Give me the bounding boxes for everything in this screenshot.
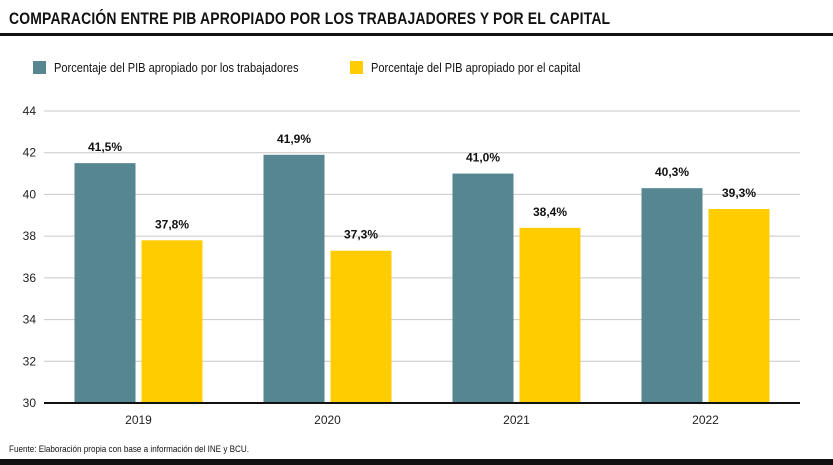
- x-tick-label: 2020: [314, 413, 341, 427]
- y-tick-label: 34: [23, 313, 37, 327]
- bar-2019-capital: [141, 240, 203, 403]
- data-label: 37,3%: [344, 228, 378, 242]
- y-tick-label: 44: [23, 104, 37, 118]
- data-label: 40,3%: [655, 165, 689, 179]
- data-label: 41,5%: [88, 140, 122, 154]
- legend-label-trabajadores: Porcentaje del PIB apropiado por los tra…: [54, 59, 299, 75]
- x-tick-label: 2022: [692, 413, 719, 427]
- bar-2020-trabajadores: [263, 154, 325, 403]
- y-tick-label: 40: [23, 187, 37, 201]
- y-tick-label: 36: [23, 271, 37, 285]
- legend: Porcentaje del PIB apropiado por los tra…: [0, 57, 833, 77]
- y-tick-label: 30: [23, 396, 37, 410]
- data-label: 38,4%: [533, 205, 567, 219]
- data-label: 37,8%: [155, 217, 189, 231]
- y-tick-label: 42: [23, 146, 37, 160]
- legend-swatch-trabajadores: [33, 60, 46, 74]
- data-label: 41,9%: [277, 132, 311, 146]
- x-tick-label: 2021: [503, 413, 530, 427]
- legend-label-capital: Porcentaje del PIB apropiado por el capi…: [371, 59, 581, 75]
- legend-item-capital: Porcentaje del PIB apropiado por el capi…: [350, 57, 617, 77]
- chart-title: COMPARACIÓN ENTRE PIB APROPIADO POR LOS …: [9, 9, 611, 28]
- bar-2020-capital: [330, 250, 392, 403]
- legend-swatch-capital: [350, 60, 363, 74]
- y-tick-label: 32: [23, 354, 37, 368]
- source-note: Fuente: Elaboración propia con base a in…: [9, 444, 249, 454]
- bar-2022-trabajadores: [641, 188, 703, 403]
- title-bar: COMPARACIÓN ENTRE PIB APROPIADO POR LOS …: [0, 0, 833, 36]
- y-tick-label: 38: [23, 229, 37, 243]
- x-tick-label: 2019: [125, 413, 152, 427]
- data-label: 41,0%: [466, 151, 500, 165]
- bar-chart: 30 32 34 36 38 40 42 44 41,5% 37,8% 2019 41,9% 37,3%…: [23, 104, 800, 427]
- bottom-rule: [0, 459, 833, 465]
- bar-2021-trabajadores: [452, 173, 514, 403]
- data-label: 39,3%: [722, 186, 756, 200]
- bar-2019-trabajadores: [74, 163, 136, 403]
- legend-item-trabajadores: Porcentaje del PIB apropiado por los tra…: [33, 57, 342, 77]
- bar-2022-capital: [708, 209, 770, 403]
- bar-2021-capital: [519, 227, 581, 403]
